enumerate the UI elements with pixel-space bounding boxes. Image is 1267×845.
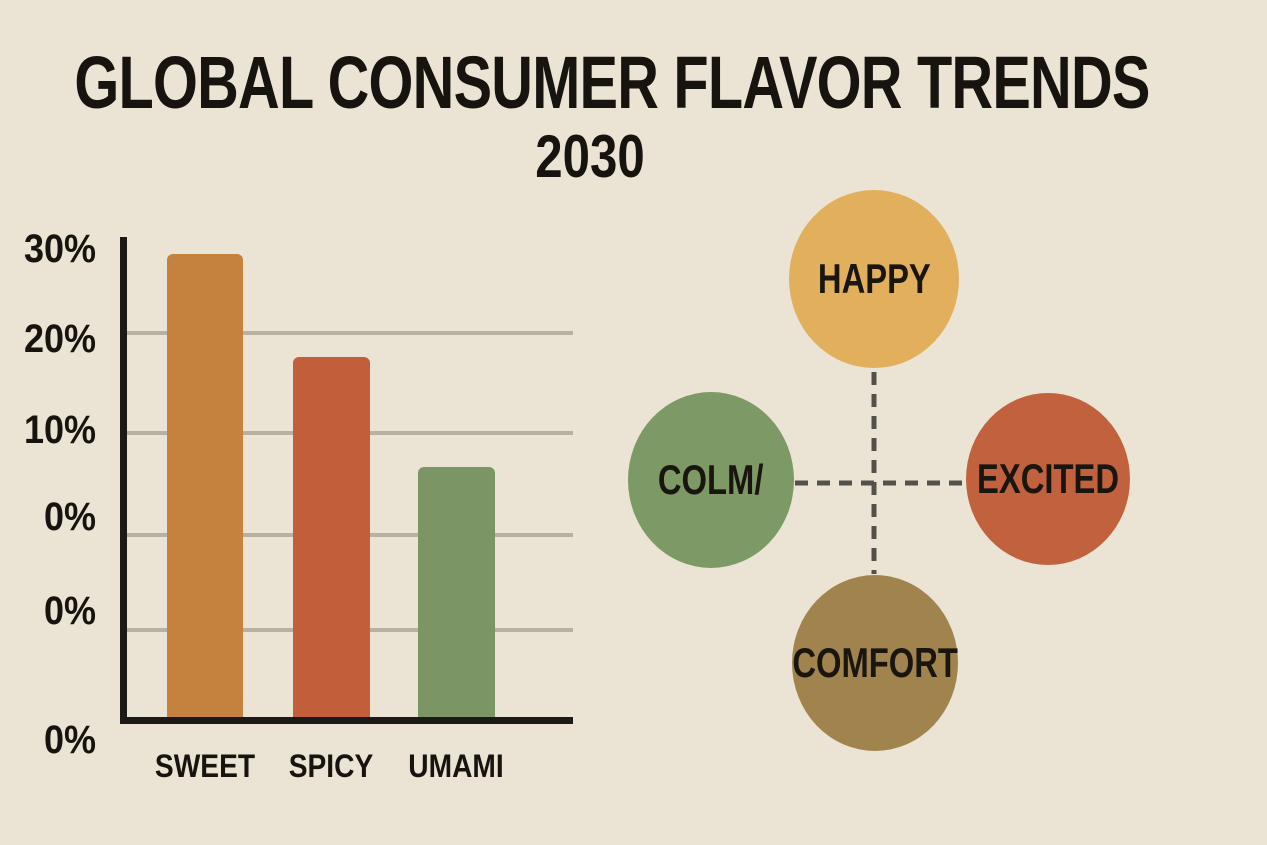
- gridline: [127, 331, 573, 335]
- node-comfort: COMFORT: [792, 575, 958, 751]
- bar-sweet: [167, 254, 243, 719]
- y-tick-label-20: 20%: [23, 317, 96, 361]
- node-excited-label: EXCITED: [977, 455, 1119, 502]
- category-label-spicy: SPICY: [288, 748, 374, 784]
- y-tick-label-0b: 0%: [43, 589, 96, 633]
- node-calm-label: COLM/: [658, 456, 764, 503]
- page-title: GLOBAL CONSUMER FLAVOR TRENDS: [74, 41, 1150, 124]
- x-axis-line: [120, 717, 573, 724]
- node-happy: HAPPY: [789, 190, 959, 368]
- bar-umami: [418, 467, 495, 719]
- y-tick-label-30: 30%: [23, 227, 96, 271]
- node-calm: COLM/: [628, 392, 794, 568]
- page-subtitle: 2030: [535, 123, 645, 190]
- y-tick-label-0c: 0%: [43, 718, 96, 762]
- bar-spicy: [293, 357, 370, 719]
- y-axis-line: [120, 237, 127, 724]
- node-happy-label: HAPPY: [817, 255, 931, 302]
- node-comfort-label: COMFORT: [792, 639, 958, 686]
- node-excited: EXCITED: [966, 393, 1130, 565]
- y-tick-label-10: 10%: [23, 408, 96, 452]
- category-label-umami: UMAMI: [408, 748, 504, 784]
- y-tick-label-0a: 0%: [43, 495, 96, 539]
- category-label-sweet: SWEET: [154, 748, 256, 784]
